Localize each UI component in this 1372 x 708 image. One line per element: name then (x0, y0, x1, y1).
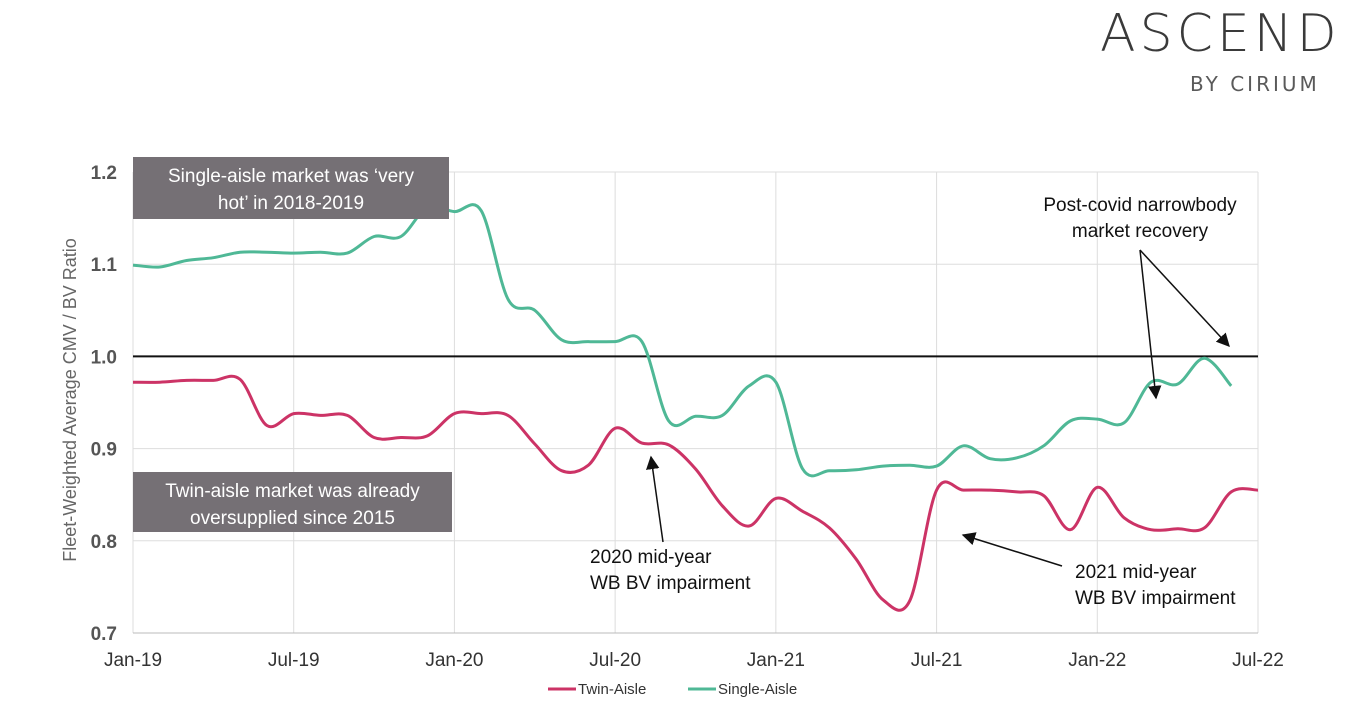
legend: Twin-Aisle Single-Aisle (548, 681, 797, 698)
recovery-note: Post-covid narrowbody market recovery (1043, 195, 1237, 242)
y-axis-label: Fleet-Weighted Average CMV / BV Ratio (60, 238, 80, 562)
single-aisle-note-box-line: Single-aisle market was ‘very (168, 166, 415, 187)
y-tick-label: 1.2 (91, 163, 117, 184)
series-lines (132, 203, 1259, 612)
y-tick-label: 1.0 (91, 347, 117, 368)
wb-2020-arrow (646, 455, 664, 543)
logo-by-cirium: BY CIRIUM (1190, 72, 1320, 96)
single-aisle-note-box: Single-aisle market was ‘very hot’ in 201… (133, 157, 449, 219)
legend-label-twin-aisle: Twin-Aisle (578, 681, 646, 698)
wb-2021-arrow (961, 532, 1063, 567)
x-tick-label: Jul-22 (1232, 650, 1284, 671)
legend-label-single-aisle: Single-Aisle (718, 681, 797, 698)
x-tick-label: Jan-22 (1068, 650, 1126, 671)
recovery-arrow-1 (1139, 249, 1162, 400)
wb-2020-note-line: 2020 mid-year (590, 547, 712, 568)
wb-2020-note: 2020 mid-year WB BV impairment (590, 547, 751, 594)
x-tick-label: Jan-21 (747, 650, 805, 671)
y-tick-label: 1.1 (91, 255, 118, 276)
x-axis-ticks: Jan-19 Jul-19 Jan-20 Jul-20 Jan-21 Jul-21 Jan-… (104, 650, 1284, 671)
single-aisle-line (132, 203, 1233, 478)
x-tick-label: Jul-19 (268, 650, 320, 671)
y-axis-ticks: 0.7 0.8 0.9 1.0 1.1 1.2 (91, 163, 118, 645)
wb-2021-note: 2021 mid-year WB BV impairment (1075, 562, 1236, 609)
y-tick-label: 0.7 (91, 624, 117, 645)
x-tick-label: Jan-20 (425, 650, 483, 671)
twin-aisle-line (132, 374, 1259, 612)
y-tick-label: 0.9 (91, 440, 117, 461)
annotations: Single-aisle market was ‘very hot’ in 201… (133, 157, 1237, 609)
twin-aisle-note-box-line: Twin-aisle market was already (165, 481, 420, 502)
y-tick-label: 0.8 (91, 532, 117, 553)
single-aisle-note-box-line: hot’ in 2018-2019 (218, 193, 364, 214)
twin-aisle-note-box-line: oversupplied since 2015 (190, 508, 395, 529)
wb-2021-note-line: 2021 mid-year (1075, 562, 1197, 583)
x-tick-label: Jul-21 (911, 650, 963, 671)
recovery-note-line: Post-covid narrowbody (1043, 195, 1237, 216)
logo-ascend: ASCEND (1100, 4, 1341, 64)
recovery-arrow-2 (1139, 249, 1230, 347)
x-tick-label: Jul-20 (589, 650, 641, 671)
twin-aisle-note-box-bg (133, 472, 452, 532)
twin-aisle-note-box: Twin-aisle market was already oversupplie… (133, 472, 452, 532)
single-aisle-note-box-bg (133, 157, 449, 219)
wb-2020-note-line: WB BV impairment (590, 573, 751, 594)
x-tick-label: Jan-19 (104, 650, 162, 671)
recovery-note-line: market recovery (1072, 221, 1209, 242)
wb-2021-note-line: WB BV impairment (1075, 588, 1236, 609)
